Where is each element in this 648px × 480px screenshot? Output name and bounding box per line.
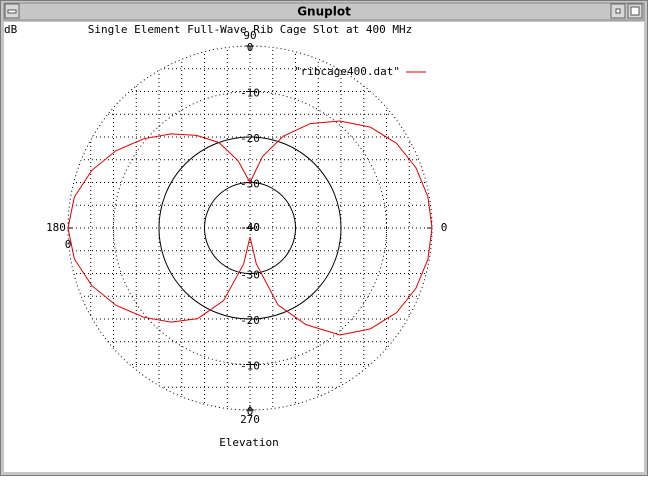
- theta-tick-label: 90: [243, 29, 256, 42]
- x-axis-label: Elevation: [219, 436, 279, 449]
- r-grid-circle: [113, 91, 387, 365]
- r-tick-label: -40: [240, 221, 260, 234]
- maximize-icon: [630, 6, 640, 16]
- theta-tick-label: 270: [240, 413, 260, 426]
- r-axis-label: dB: [4, 23, 18, 36]
- minimize-icon: [615, 8, 621, 14]
- title-bar[interactable]: [3, 2, 645, 21]
- theta-tick-label: 180: [46, 221, 66, 234]
- data-line: [67, 120, 433, 336]
- r-tick-label: -30: [240, 178, 260, 191]
- chart-title: Single Element Full-Wave Rib Cage Slot a…: [88, 23, 413, 36]
- legend-label: "ribcage400.dat": [294, 65, 400, 78]
- menu-icon: [7, 9, 17, 14]
- window-title: Gnuplot: [297, 5, 351, 19]
- r-tick-label: 0: [65, 238, 72, 251]
- r-tick-label: -20: [240, 314, 260, 327]
- theta-tick-label: 0: [441, 221, 448, 234]
- r-tick-label: 0: [247, 405, 254, 418]
- r-tick-label: -10: [240, 87, 260, 100]
- plot-area: [4, 22, 644, 472]
